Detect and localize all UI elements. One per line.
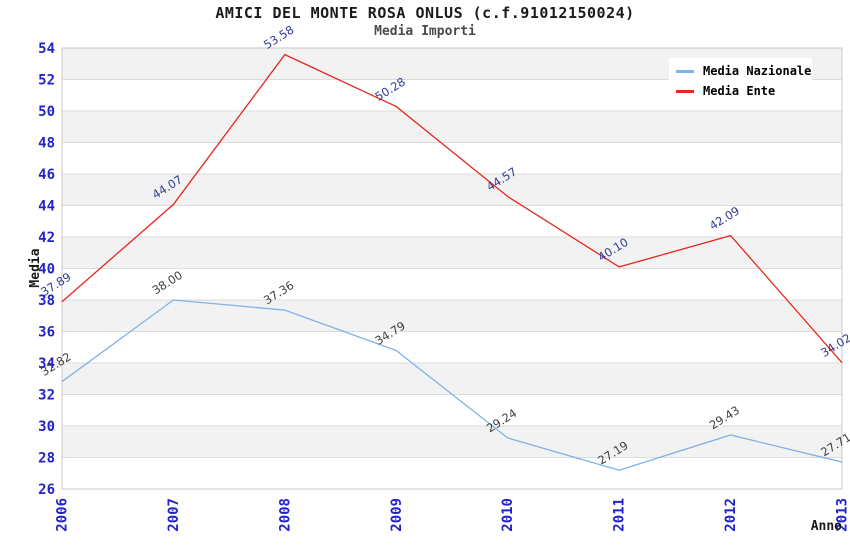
plot-band	[62, 111, 842, 143]
data-label-media-nazionale: 38.00	[150, 268, 185, 297]
legend-marker-ente-icon	[676, 89, 694, 93]
legend: Media Nazionale Media Ente	[669, 58, 812, 106]
y-tick-label: 46	[38, 167, 55, 183]
y-tick-label: 42	[38, 230, 55, 246]
series-line-media-ente	[61, 53, 843, 364]
legend-marker-nazionale-icon	[676, 69, 694, 73]
data-label-media-ente: 53.58	[261, 23, 296, 52]
x-tick-label: 2011	[612, 498, 628, 532]
legend-item-media-nazionale: Media Nazionale	[669, 61, 812, 81]
x-tick-label: 2012	[723, 498, 739, 532]
legend-label-nazionale: Media Nazionale	[703, 64, 812, 78]
x-tick-label: 2009	[389, 498, 405, 532]
y-axis-title: Media	[28, 248, 43, 288]
y-tick-label: 48	[38, 136, 55, 152]
y-tick-label: 34	[38, 356, 55, 372]
plot-band	[62, 237, 842, 269]
y-tick-label: 52	[38, 73, 55, 89]
x-tick-label: 2007	[166, 498, 182, 532]
plot-band	[62, 363, 842, 395]
y-tick-label: 38	[38, 293, 55, 309]
plot-band	[62, 300, 842, 332]
series-line-media-nazionale	[61, 299, 843, 471]
chart-title: AMICI DEL MONTE ROSA ONLUS (c.f.91012150…	[215, 4, 635, 22]
y-tick-label: 26	[38, 482, 55, 498]
y-tick-label: 36	[38, 325, 55, 341]
y-tick-label: 44	[38, 199, 55, 215]
y-tick-label: 50	[38, 104, 55, 120]
legend-item-media-ente: Media Ente	[669, 81, 812, 101]
y-tick-label: 40	[38, 262, 55, 278]
x-tick-label: 2008	[277, 498, 293, 532]
data-label-media-ente: 34.02	[818, 331, 850, 360]
y-tick-label: 54	[38, 41, 55, 57]
x-tick-label: 2013	[835, 498, 850, 532]
legend-label-ente: Media Ente	[703, 84, 776, 98]
plot-border	[61, 47, 843, 490]
data-label-media-ente: 42.09	[707, 204, 742, 233]
x-axis-title: Anno	[810, 519, 842, 534]
chart-subtitle: Media Importi	[374, 24, 476, 39]
plot-band	[62, 426, 842, 458]
x-tick-label: 2010	[500, 498, 516, 532]
y-tick-label: 28	[38, 451, 55, 467]
x-tick-label: 2006	[55, 498, 71, 532]
y-tick-label: 32	[38, 388, 55, 404]
y-tick-label: 30	[38, 419, 55, 435]
